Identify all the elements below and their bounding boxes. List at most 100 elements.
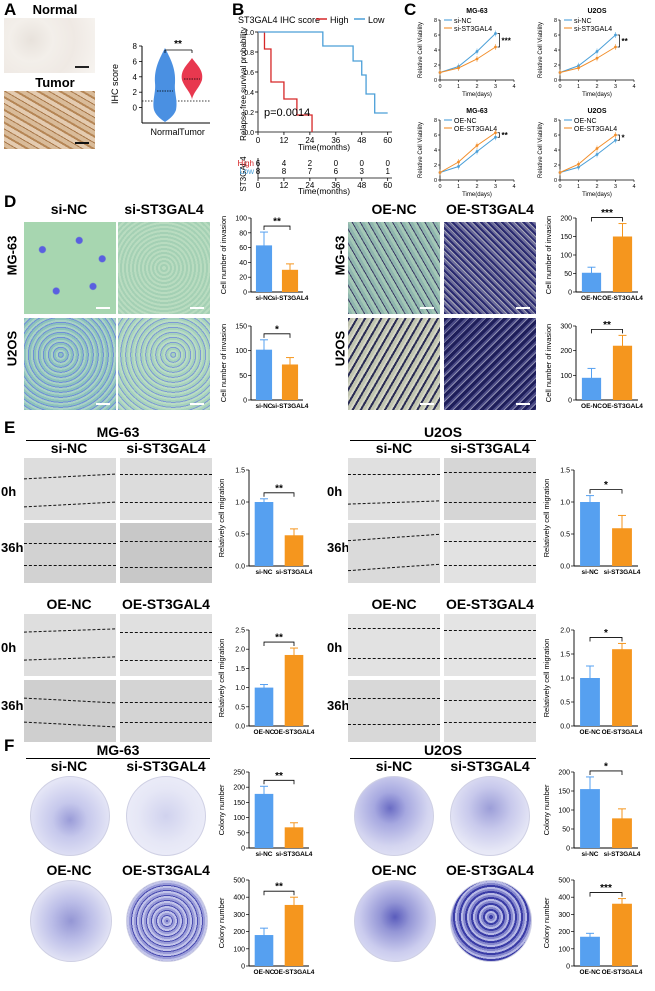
panel-label-e: E bbox=[4, 418, 16, 437]
wound-u2os-si-st3gal4-0h bbox=[444, 458, 536, 520]
bar-ytick-label: 0 bbox=[243, 290, 247, 297]
viability-xtick-label: 3 bbox=[614, 84, 617, 90]
viability-ytick-label: 2 bbox=[554, 63, 557, 69]
viability-line bbox=[439, 33, 496, 73]
e-rule-mg63 bbox=[26, 440, 210, 441]
bar-ytick-label: 100 bbox=[233, 815, 245, 822]
viability-sig-bracket bbox=[617, 134, 620, 141]
ihc-normal-image bbox=[4, 18, 95, 73]
viability-legend-label: OE-ST3GAL4 bbox=[574, 126, 617, 133]
bar-si-nc bbox=[255, 349, 273, 400]
wound-mg63-oe-st3gal4-36h bbox=[120, 680, 212, 742]
d-header-si-st3gal4: si-ST3GAL4 bbox=[124, 201, 204, 217]
km-legend-low: Low bbox=[368, 15, 385, 25]
e-time-0h-c: 0h bbox=[1, 640, 17, 655]
bar-sig-bracket bbox=[263, 225, 291, 231]
viability-xtick-label: 0 bbox=[558, 184, 561, 190]
risk-cell: 6 bbox=[256, 159, 261, 168]
bar-sig: ** bbox=[275, 771, 283, 782]
bar-ytick-label: 200 bbox=[560, 216, 572, 223]
km-ytick-label: 1.0 bbox=[244, 30, 254, 37]
bar-xtick-label: OE-ST3GAL4 bbox=[274, 969, 315, 976]
viability-ytick-label: 6 bbox=[434, 133, 437, 139]
migration-bar-u2os-oe: 0.0 0.5 1.0 1.5 2.0 Relatively cell migration… bbox=[542, 628, 643, 737]
viability-sig: ** bbox=[502, 131, 509, 140]
bar-xtick-label: si-NC bbox=[256, 569, 273, 576]
viability-xlabel: Time(days) bbox=[582, 92, 612, 98]
bar-ytick-label: 0 bbox=[566, 846, 570, 853]
violin-xtick-tumor: Tumor bbox=[179, 127, 205, 137]
bar-ylabel: Colony number bbox=[217, 784, 226, 835]
e-header-si-nc: si-NC bbox=[50, 440, 88, 456]
risk-xtick-label: 24 bbox=[305, 181, 314, 190]
migration-bar-u2os-si: 0.0 0.5 1.0 1.5 Relatively cell migration si-… bbox=[542, 468, 641, 577]
viability-legend-label: OE-NC bbox=[454, 118, 477, 125]
invasion-bar-u2os-si: 0 50 100 150 Cell number of invasion si-NC si-… bbox=[219, 324, 309, 411]
bar-ytick-label: 200 bbox=[558, 770, 570, 777]
viability-xtick-label: 4 bbox=[512, 184, 515, 190]
bar-ylabel: Relatively cell migration bbox=[217, 479, 226, 558]
wound-u2os-si-nc-0h bbox=[348, 458, 440, 520]
colony-dish-mg63-si-nc bbox=[30, 776, 110, 856]
bar-ytick-label: 150 bbox=[235, 324, 247, 331]
bar-ytick-label: 80 bbox=[239, 230, 247, 237]
wound-u2os-oe-st3gal4-36h bbox=[444, 680, 536, 742]
bar-sig: ** bbox=[275, 882, 283, 893]
km-xtick-label: 48 bbox=[357, 136, 366, 145]
bar-xtick-label: OE-NC bbox=[254, 969, 275, 976]
viability-ylabel: Relative Cell Viability bbox=[538, 122, 544, 178]
bar-xtick-label: si-NC bbox=[256, 295, 273, 302]
viability-sig-bracket bbox=[617, 34, 620, 48]
viability-xtick-label: 4 bbox=[632, 84, 635, 90]
wound-u2os-oe-nc-36h bbox=[348, 680, 440, 742]
bar-sig-bracket bbox=[589, 637, 623, 642]
migration-bar-mg63-si: 0.0 0.5 1.0 1.5 Relatively cell migration si-… bbox=[217, 468, 313, 577]
viability-xtick-label: 1 bbox=[577, 184, 580, 190]
bar-si-nc bbox=[580, 502, 600, 566]
viability-xtick-label: 1 bbox=[457, 84, 460, 90]
bar-ytick-label: 50 bbox=[239, 373, 247, 380]
bar-sig: ** bbox=[275, 483, 283, 494]
f-rule-u2os bbox=[350, 758, 536, 759]
panel-label-f: F bbox=[4, 736, 15, 755]
bar-oe-nc bbox=[581, 272, 602, 292]
panel-label-b: B bbox=[232, 0, 245, 19]
bar-ytick-label: 50 bbox=[562, 827, 570, 834]
bar-ylabel: Relatively cell migration bbox=[217, 639, 226, 718]
d-header-oe-st3gal4: OE-ST3GAL4 bbox=[446, 201, 534, 217]
bar-si-nc bbox=[580, 789, 600, 848]
f-header-oe-nc: OE-NC bbox=[46, 862, 92, 878]
e-header-si-nc-2: si-NC bbox=[375, 440, 413, 456]
bar-si-st3gal4 bbox=[612, 528, 632, 566]
bar-ytick-label: 100 bbox=[560, 253, 572, 260]
km-xtick-label: 36 bbox=[331, 136, 340, 145]
f-header-oe-st3gal4: OE-ST3GAL4 bbox=[122, 862, 210, 878]
bar-si-st3gal4 bbox=[281, 364, 299, 400]
km-ytick-label: 0.6 bbox=[244, 70, 254, 77]
tumor-label: Tumor bbox=[35, 75, 75, 90]
d-row-mg63-left: MG-63 bbox=[4, 235, 20, 276]
e-header-oe-nc: OE-NC bbox=[46, 596, 92, 612]
wound-u2os-si-nc-36h bbox=[348, 523, 440, 583]
wound-mg63-si-nc-36h bbox=[24, 523, 116, 583]
viability-xtick-label: 1 bbox=[457, 184, 460, 190]
km-ylabel: Relapse-free survival probability bbox=[239, 27, 248, 141]
bar-ytick-label: 100 bbox=[233, 946, 245, 953]
bar-oe-st3gal4 bbox=[284, 654, 304, 726]
viability-line bbox=[559, 134, 616, 173]
km-ytick-label: 0.2 bbox=[244, 110, 254, 117]
bar-ytick-label: 1.0 bbox=[560, 676, 570, 683]
viability-xtick-label: 0 bbox=[438, 84, 441, 90]
bar-ytick-label: 100 bbox=[235, 216, 247, 223]
bar-ytick-label: 1.5 bbox=[560, 652, 570, 659]
migration-bar-mg63-oe: 0.0 0.5 1.0 1.5 2.0 2.5 Relatively cell migrat… bbox=[217, 628, 315, 737]
km-line-high bbox=[258, 31, 313, 132]
bar-ylabel: Cell number of invasion bbox=[219, 216, 228, 294]
bar-ytick-label: 200 bbox=[558, 929, 570, 936]
bar-si-st3gal4 bbox=[612, 818, 632, 848]
bar-xtick-label: OE-NC bbox=[254, 729, 275, 736]
viability-xtick-label: 3 bbox=[614, 184, 617, 190]
bar-oe-nc bbox=[580, 936, 600, 966]
bar-si-nc bbox=[254, 502, 274, 566]
